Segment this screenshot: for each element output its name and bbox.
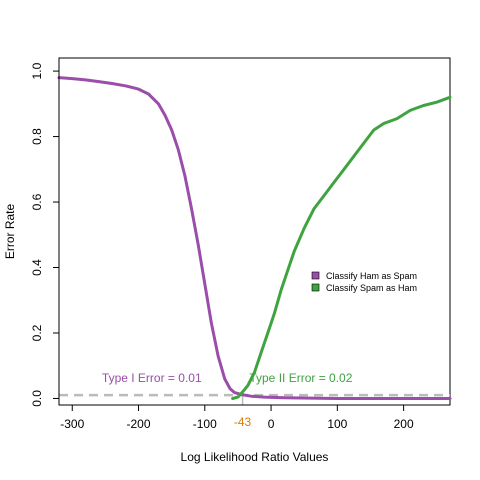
legend-swatch-1 [311,271,320,280]
x-tick-label: 200 [394,417,414,431]
y-axis-title: Error Rate [3,204,17,260]
x-axis: -300 -200 -100 0 100 200 -43 [60,404,414,431]
marker-label: -43 [234,415,252,429]
annotation-1: Type I Error = 0.01 [102,371,202,385]
legend-label-2: Classify Spam as Ham [326,283,417,293]
x-tick-label: -200 [127,417,151,431]
y-tick-label: 0.0 [30,390,44,407]
annotation-2: Type II Error = 0.02 [249,371,352,385]
x-tick-label: 0 [268,417,275,431]
x-tick-label: -100 [193,417,217,431]
series-line-1 [57,76,452,400]
x-tick-label: 100 [327,417,347,431]
y-tick-label: 0.2 [30,324,44,341]
legend: Classify Ham as Spam Classify Spam as Ham [311,271,417,293]
legend-swatch-2 [311,283,320,292]
x-tick-label: -300 [60,417,84,431]
y-axis: 0.0 0.2 0.4 0.6 0.8 1.0 [30,62,60,407]
y-tick-label: 0.4 [30,259,44,276]
y-tick-label: 1.0 [30,62,44,79]
y-tick-label: 0.8 [30,128,44,145]
series-layer [57,76,452,400]
plot-frame [58,57,451,406]
x-axis-title: Log Likelihood Ratio Values [181,450,329,464]
annotation-layer: Type I Error = 0.01 Type II Error = 0.02 [102,371,353,385]
legend-label-1: Classify Ham as Spam [326,271,417,281]
series-line-2 [231,95,452,400]
y-tick-label: 0.6 [30,193,44,210]
